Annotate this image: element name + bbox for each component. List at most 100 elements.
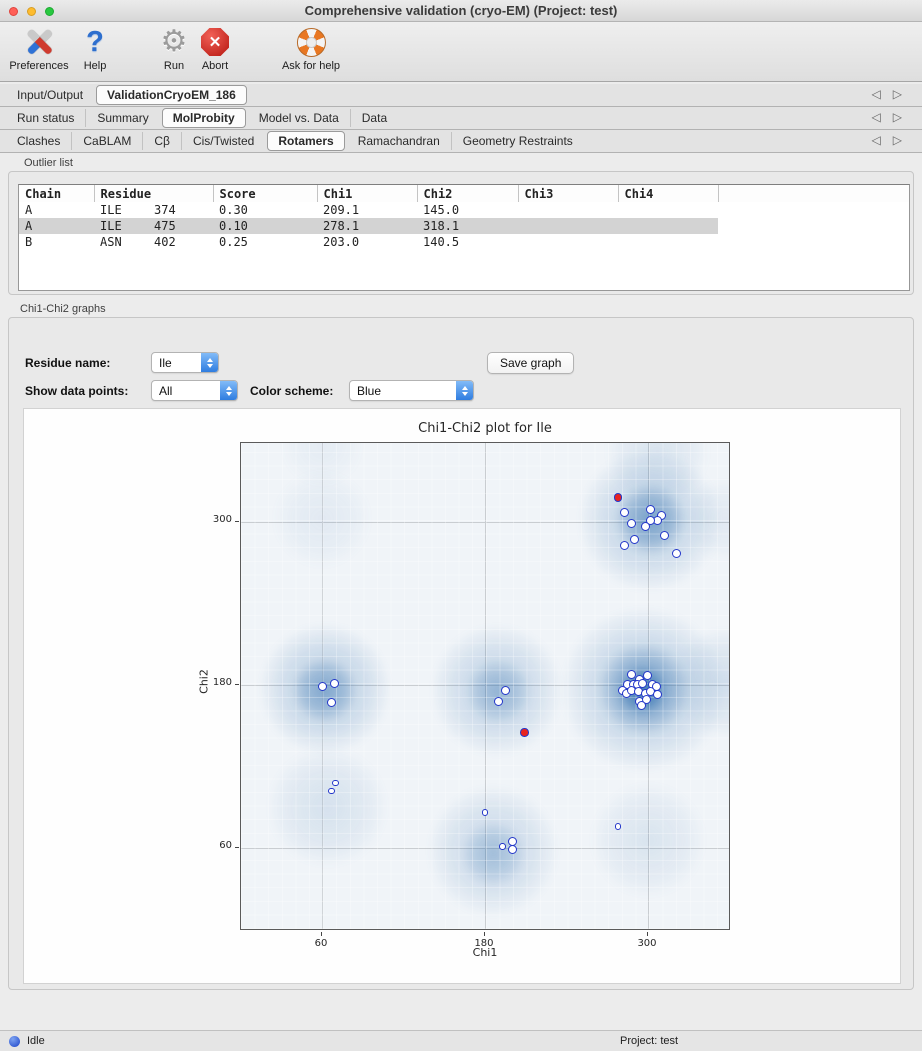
plot-area[interactable] bbox=[240, 442, 730, 930]
cell-residue: ASN 402 bbox=[94, 234, 213, 250]
status-text: Idle bbox=[27, 1035, 45, 1047]
tab-model-vs-data[interactable]: Model vs. Data bbox=[258, 111, 339, 125]
cell-filler bbox=[718, 218, 909, 234]
tools-icon bbox=[9, 25, 68, 59]
tab-rotamers[interactable]: Rotamers bbox=[267, 131, 345, 151]
zoom-button[interactable] bbox=[45, 7, 54, 16]
tab-ramachandran[interactable]: Ramachandran bbox=[357, 134, 440, 148]
show-data-points-label: Show data points: bbox=[25, 384, 129, 398]
cell-residue: ILE 374 bbox=[94, 202, 213, 218]
toolbar-button-ask-for-help[interactable]: Ask for help bbox=[282, 25, 340, 72]
density-blob bbox=[281, 443, 363, 487]
x-tick-label: 180 bbox=[474, 938, 494, 949]
x-tick-mark bbox=[646, 932, 648, 936]
density-blob bbox=[590, 782, 706, 897]
data-point bbox=[332, 779, 339, 787]
cell-chain: B bbox=[25, 235, 33, 249]
column-header-chi3[interactable]: Chi3 bbox=[517, 185, 618, 202]
residue-name: ILE bbox=[100, 219, 122, 233]
toolbar-button-preferences[interactable]: Preferences bbox=[9, 25, 69, 72]
tab-scroll-arrows[interactable]: ◁▷ bbox=[871, 110, 914, 124]
chi1-chi2-plot-canvas[interactable]: Chi1-Chi2 plot for Ile Chi1 Chi2 60 180 30… bbox=[23, 408, 901, 984]
data-point bbox=[500, 685, 510, 695]
cell-chi2: 318.1 bbox=[417, 218, 518, 234]
column-header-chain[interactable]: Chain bbox=[19, 185, 94, 202]
toolbar-button-label: Help bbox=[83, 60, 107, 72]
density-blob bbox=[432, 625, 563, 756]
window-title: Comprehensive validation (cryo-EM) (Proj… bbox=[304, 3, 618, 18]
outlier-point bbox=[613, 493, 623, 502]
minimize-button[interactable] bbox=[27, 7, 36, 16]
tab-cablam[interactable]: CaBLAM bbox=[71, 132, 142, 150]
tab-input-output[interactable]: Input/Output bbox=[17, 88, 84, 102]
tab-validationcryoem-186[interactable]: ValidationCryoEM_186 bbox=[96, 85, 247, 105]
data-point bbox=[614, 823, 622, 830]
cell-chi1: 203.0 bbox=[323, 235, 360, 249]
toolbar-button-label: Abort bbox=[201, 60, 229, 72]
residue-number: 402 bbox=[154, 235, 176, 249]
gridline bbox=[241, 847, 729, 849]
molprobity-tabs: Clashes CaBLAM Cβ Cis/Twisted Rotamers Ramach… bbox=[0, 130, 922, 153]
cell-chi1: 278.1 bbox=[317, 218, 417, 234]
toolbar-button-run[interactable]: ⚙ Run bbox=[161, 25, 188, 73]
data-point bbox=[620, 507, 630, 517]
toolbar-button-label: Ask for help bbox=[281, 60, 341, 72]
show-data-points-select[interactable]: All bbox=[151, 380, 238, 401]
y-tick-mark bbox=[235, 683, 239, 685]
tab-c-[interactable]: Cβ bbox=[142, 132, 181, 150]
save-graph-button[interactable]: Save graph bbox=[487, 352, 575, 374]
data-point bbox=[629, 535, 639, 545]
close-button[interactable] bbox=[9, 7, 18, 16]
density-blob bbox=[465, 659, 532, 725]
popup-stepper-icon bbox=[456, 381, 473, 400]
abort-icon: ✕ bbox=[201, 25, 229, 59]
tab-molprobity[interactable]: MolProbity bbox=[161, 108, 246, 128]
column-header-chi4[interactable]: Chi4 bbox=[617, 185, 718, 202]
tab-data[interactable]: Data bbox=[349, 109, 398, 127]
column-header-filler bbox=[717, 185, 909, 202]
residue-name: ILE bbox=[100, 203, 122, 217]
outlier-table: Chain Residue Score Chi1 Chi2 Chi3 Chi4 A ILE 374… bbox=[18, 184, 910, 291]
table-row[interactable]: A ILE 374 0.30 209.1 145.0 bbox=[19, 202, 909, 218]
x-tick-label: 300 bbox=[637, 938, 657, 949]
toolbar: Preferences ? Help ⚙ Run ✕ Abort Ask for help bbox=[0, 22, 922, 82]
tab-scroll-arrows[interactable]: ◁▷ bbox=[871, 87, 914, 101]
column-header-chi1[interactable]: Chi1 bbox=[316, 185, 417, 202]
table-row[interactable]: A ILE 475 0.10 278.1 318.1 bbox=[19, 218, 909, 234]
outlier-list-group: Chain Residue Score Chi1 Chi2 Chi3 Chi4 A ILE 374… bbox=[8, 171, 914, 295]
cell-filler bbox=[718, 202, 909, 218]
tab-cis-twisted[interactable]: Cis/Twisted bbox=[180, 132, 265, 150]
toolbar-button-help[interactable]: ? Help bbox=[84, 25, 107, 72]
gridline bbox=[484, 443, 486, 929]
cell-score: 0.25 bbox=[219, 235, 248, 249]
data-point bbox=[672, 548, 682, 558]
popup-stepper-icon bbox=[201, 353, 218, 372]
x-tick-mark bbox=[321, 932, 322, 936]
column-header-chi2[interactable]: Chi2 bbox=[416, 185, 518, 202]
tab-clashes[interactable]: Clashes bbox=[17, 134, 61, 148]
density-blob bbox=[605, 443, 710, 503]
tab-summary[interactable]: Summary bbox=[85, 109, 159, 127]
column-header-score[interactable]: Score bbox=[212, 185, 317, 202]
data-point bbox=[636, 700, 646, 710]
show-data-points-value: All bbox=[159, 383, 173, 398]
toolbar-button-abort[interactable]: ✕ Abort bbox=[201, 25, 229, 72]
residue-name-select[interactable]: Ile bbox=[151, 352, 219, 373]
data-point bbox=[620, 540, 630, 550]
data-point bbox=[643, 670, 653, 680]
x-tick-label: 60 bbox=[314, 938, 328, 949]
tab-run-status[interactable]: Run status bbox=[17, 111, 75, 125]
status-project: Project: test bbox=[620, 1035, 679, 1047]
column-header-residue[interactable]: Residue bbox=[93, 185, 213, 202]
color-scheme-select[interactable]: Blue bbox=[349, 380, 474, 401]
tab-scroll-arrows[interactable]: ◁▷ bbox=[871, 133, 914, 147]
data-point bbox=[640, 521, 650, 531]
status-indicator-icon bbox=[9, 1036, 20, 1047]
density-blob bbox=[671, 627, 729, 737]
table-row[interactable]: B ASN 402 0.25 203.0 140.5 bbox=[19, 234, 909, 250]
tab-geometry-restraints[interactable]: Geometry Restraints bbox=[450, 132, 584, 150]
y-tick-mark bbox=[235, 846, 239, 848]
popup-stepper-icon bbox=[220, 381, 237, 400]
cell-residue: ILE 475 bbox=[94, 218, 213, 234]
